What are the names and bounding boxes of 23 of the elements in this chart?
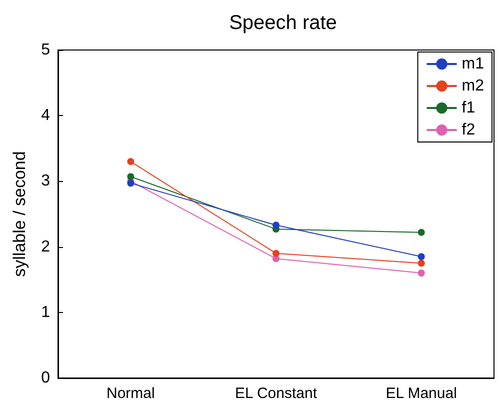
y-tick-label: 0 <box>41 370 50 386</box>
legend-label: m2 <box>462 78 484 94</box>
y-tick-label: 5 <box>41 42 50 58</box>
legend-label: f2 <box>462 122 476 138</box>
y-tick-label: 4 <box>41 107 50 124</box>
y-tick-label: 2 <box>41 238 50 256</box>
y-axis-title: syllable / second <box>10 151 29 277</box>
y-tick-label: 3 <box>41 172 50 190</box>
point <box>127 173 134 180</box>
x-tick-label: Normal <box>106 385 155 402</box>
x-tick-label: EL Manual <box>386 385 457 402</box>
point <box>272 250 280 257</box>
legend-label: f1 <box>462 100 476 116</box>
chart-title: Speech rate <box>229 12 337 34</box>
point <box>127 158 134 166</box>
point <box>272 222 280 229</box>
x-tick-label: EL Constant <box>235 385 318 402</box>
point <box>418 228 425 236</box>
point <box>418 260 425 267</box>
point <box>418 253 425 260</box>
y-tick-label: 1 <box>41 304 50 321</box>
point <box>418 270 425 277</box>
legend-label: m1 <box>462 56 484 72</box>
